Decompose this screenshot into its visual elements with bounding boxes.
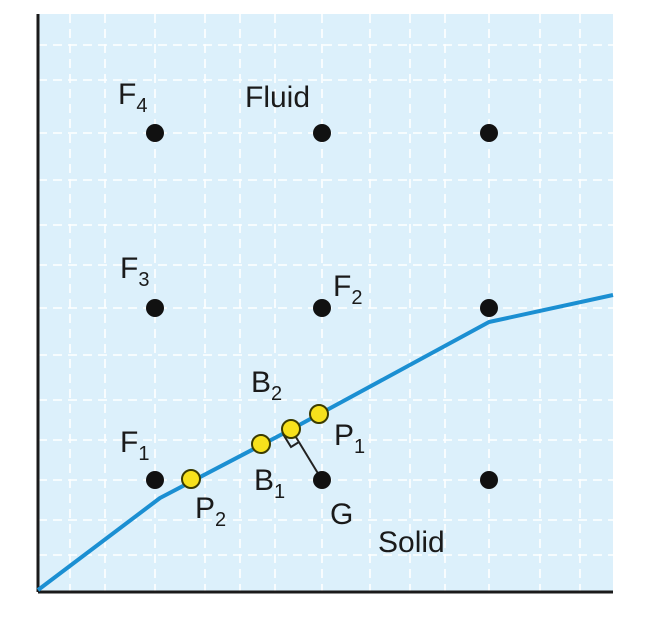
grid-nodes (146, 124, 498, 489)
label-f2: F2 (333, 270, 362, 309)
solid-label: Solid (378, 526, 445, 559)
label-f4: F4 (118, 78, 147, 117)
label-f1: F1 (120, 426, 149, 465)
label-p2: P2 (195, 492, 226, 531)
label-p1: P1 (334, 419, 365, 458)
node-f2 (313, 299, 331, 317)
node-solid-right (480, 471, 498, 489)
label-f3: F3 (120, 252, 149, 291)
node-f4 (146, 124, 164, 142)
right-angle-marker (282, 433, 300, 449)
point-p1 (309, 404, 329, 424)
label-b2: B2 (251, 366, 282, 405)
point-b2 (281, 419, 301, 439)
node-f1 (146, 471, 164, 489)
node-f3 (146, 299, 164, 317)
fluid-label: Fluid (245, 81, 310, 114)
node-fluid-top-right (480, 124, 498, 142)
point-b1 (251, 434, 271, 454)
node-fluid-top-center (313, 124, 331, 142)
point-p2 (181, 469, 201, 489)
node-mid-right (480, 299, 498, 317)
node-g (313, 471, 331, 489)
boundary-points (181, 404, 329, 489)
label-g: G (330, 498, 353, 531)
label-b1: B1 (254, 464, 285, 503)
